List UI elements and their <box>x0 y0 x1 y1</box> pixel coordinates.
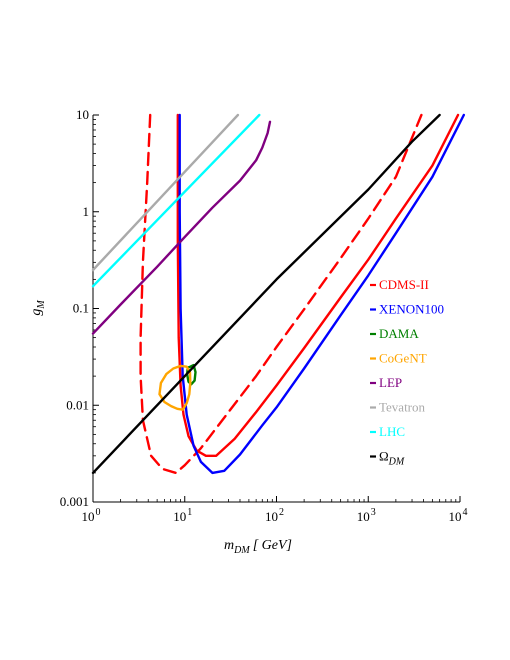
series-xenon100 <box>178 113 465 475</box>
legend: CDMS-II XENON100 DAMA CoGeNT LEP Tevatron LHC Ω… <box>370 277 444 468</box>
legend-label: CDMS-II <box>379 277 429 292</box>
y-tick-label: 0.001 <box>60 494 89 509</box>
legend-label: ΩDM <box>379 449 405 468</box>
series-tevatron <box>91 113 240 272</box>
y-axis-label: gM <box>29 300 47 316</box>
series-cdms-ii-dashed <box>139 113 423 475</box>
x-tick-label: 100 <box>82 507 101 524</box>
series-cogent <box>158 364 192 411</box>
x-tick-label: 103 <box>357 507 376 524</box>
x-tick-label: 104 <box>449 507 468 524</box>
axis-labels: mDM[ GeV] gM <box>29 300 292 556</box>
series--dm <box>91 113 441 475</box>
x-tick-label: 101 <box>173 507 192 524</box>
series-lep <box>91 120 272 335</box>
legend-label: DAMA <box>379 326 419 341</box>
y-tick-label: 10 <box>76 107 89 122</box>
y-tick-label: 1 <box>83 204 90 219</box>
axes: 0.001 0.01 0.1 1 10 100 101 102 103 104 <box>60 107 468 524</box>
y-tick-label: 0.01 <box>66 397 89 412</box>
x-axis-label: mDM[ GeV] <box>224 538 292 556</box>
legend-label: LHC <box>379 424 405 439</box>
legend-label: CoGeNT <box>379 351 427 366</box>
series-layer <box>91 113 465 475</box>
y-tick-label: 0.1 <box>73 301 89 316</box>
series-cdms-ii <box>176 113 460 457</box>
series-lhc <box>91 113 261 288</box>
x-tick-label: 102 <box>265 507 284 524</box>
legend-label: LEP <box>379 375 402 390</box>
legend-label: Tevatron <box>379 400 426 415</box>
legend-label: XENON100 <box>379 302 444 317</box>
